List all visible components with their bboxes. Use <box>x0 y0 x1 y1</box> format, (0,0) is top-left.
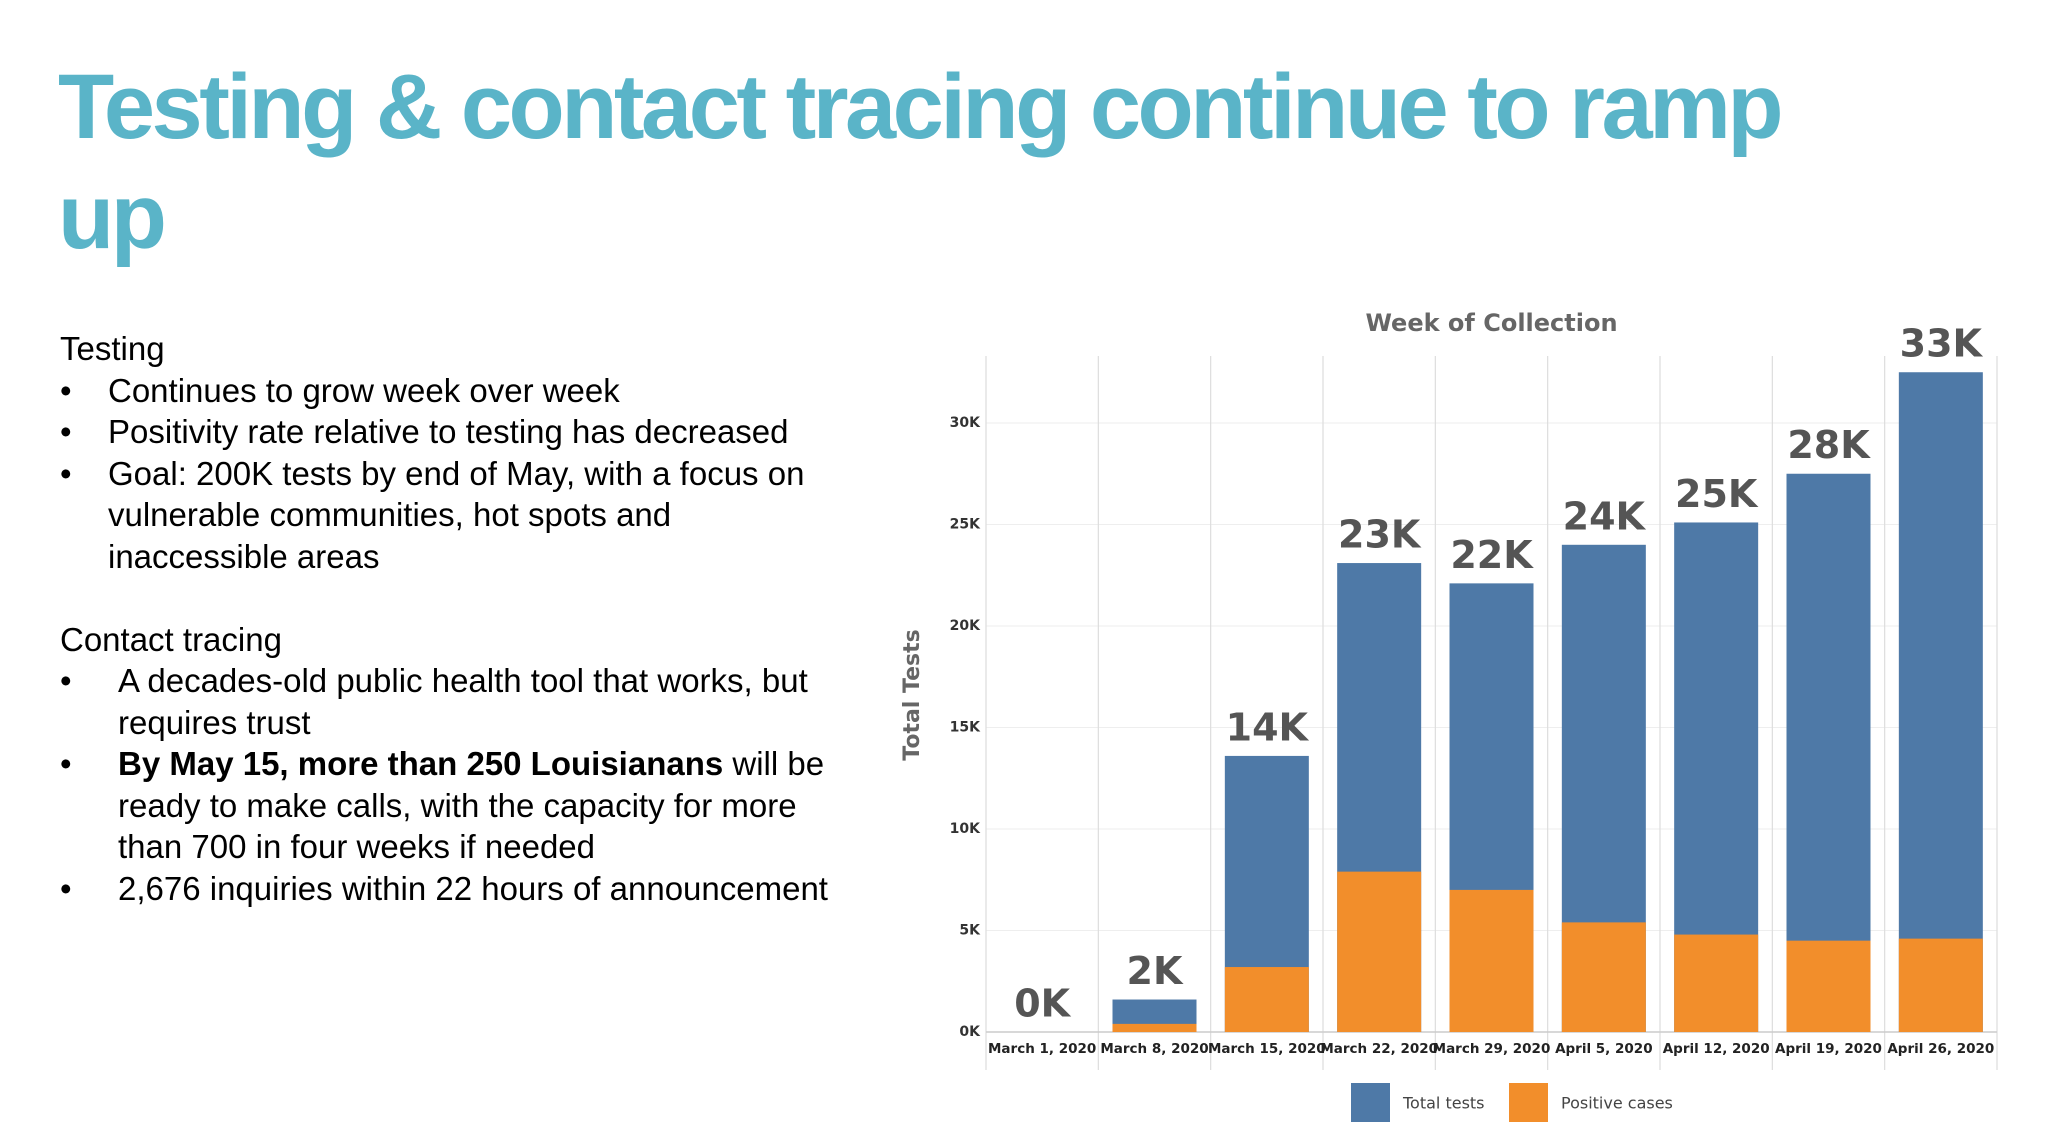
legend-label: Positive cases <box>1561 1094 1673 1113</box>
value-label: 28K <box>1787 423 1871 467</box>
bullet-text: Goal: 200K tests by end of May, with a f… <box>108 454 805 575</box>
y-axis-title: Total Tests <box>900 629 925 760</box>
bullet-text: will be ready to make calls, with the ca… <box>118 745 825 865</box>
legend-swatch <box>1509 1083 1548 1122</box>
y-tick-label: 25K <box>950 516 981 532</box>
bar <box>1449 889 1534 1032</box>
bullet-text: Positivity rate relative to testing has … <box>108 413 789 450</box>
section: Contact tracing A decades-old public heal… <box>60 619 850 910</box>
section: Testing Continues to grow week over week P… <box>60 328 850 577</box>
bar <box>1337 871 1422 1032</box>
bar <box>1786 473 1871 1033</box>
bullet: Positivity rate relative to testing has … <box>60 411 850 453</box>
chart-title: Week of Collection <box>1365 309 1617 337</box>
bullet-text: 2,676 inquiries within 22 hours of annou… <box>118 869 828 907</box>
x-tick-label: March 29, 2020 <box>1433 1041 1551 1057</box>
y-tick-label: 10K <box>950 821 981 837</box>
bar <box>1112 1023 1197 1032</box>
x-tick-label: April 19, 2020 <box>1775 1041 1882 1057</box>
bold-text: By May 15, more than 250 Louisianans <box>118 745 724 782</box>
bar <box>1786 940 1871 1032</box>
bullet-list: A decades-old public health tool that wo… <box>60 660 850 909</box>
x-tick-label: April 12, 2020 <box>1663 1041 1770 1057</box>
bullet-text: A decades-old public health tool that wo… <box>118 662 808 741</box>
bullet-text: Continues to grow week over week <box>108 371 620 409</box>
legend-swatch <box>1351 1083 1390 1122</box>
y-tick-label: 5K <box>959 922 981 938</box>
bar <box>1898 938 1983 1032</box>
x-tick-label: March 1, 2020 <box>988 1041 1096 1057</box>
value-label: 2K <box>1127 949 1184 993</box>
bullet: Continues to grow week over week <box>60 370 850 412</box>
y-tick-label: 0K <box>959 1024 981 1040</box>
bar <box>1674 934 1759 1032</box>
x-tick-label: April 26, 2020 <box>1887 1041 1994 1057</box>
slide-title: Testing & contact tracing continue to ra… <box>58 56 1784 268</box>
bar <box>1898 372 1983 1032</box>
bullet: Goal: 200K tests by end of May, with a f… <box>60 453 850 578</box>
bullet-list: Continues to grow week over week Positivi… <box>60 370 850 578</box>
bar <box>1561 922 1646 1032</box>
legend-label: Total tests <box>1402 1094 1485 1113</box>
value-label: 24K <box>1563 494 1647 538</box>
x-tick-label: April 5, 2020 <box>1555 1041 1653 1057</box>
y-tick-label: 30K <box>950 415 981 431</box>
bullet: By May 15, more than 250 Louisianans wil… <box>60 743 850 868</box>
bar <box>1224 967 1309 1032</box>
bullet: 2,676 inquiries within 22 hours of annou… <box>60 868 850 910</box>
value-label: 23K <box>1338 513 1422 557</box>
section-heading: Contact tracing <box>60 620 282 658</box>
bullet: A decades-old public health tool that wo… <box>60 660 850 743</box>
y-tick-label: 20K <box>950 618 981 634</box>
x-tick-label: March 15, 2020 <box>1208 1041 1326 1057</box>
y-tick-label: 15K <box>950 719 981 735</box>
x-tick-label: March 8, 2020 <box>1100 1041 1208 1057</box>
text-body: Testing Continues to grow week over week P… <box>60 328 850 951</box>
value-label: 0K <box>1014 982 1071 1026</box>
value-label: 22K <box>1450 533 1534 577</box>
value-label: 14K <box>1226 705 1310 749</box>
x-tick-label: March 22, 2020 <box>1320 1041 1438 1057</box>
value-label: 33K <box>1900 322 1984 366</box>
value-label: 25K <box>1675 472 1759 516</box>
section-heading: Testing <box>60 330 165 367</box>
